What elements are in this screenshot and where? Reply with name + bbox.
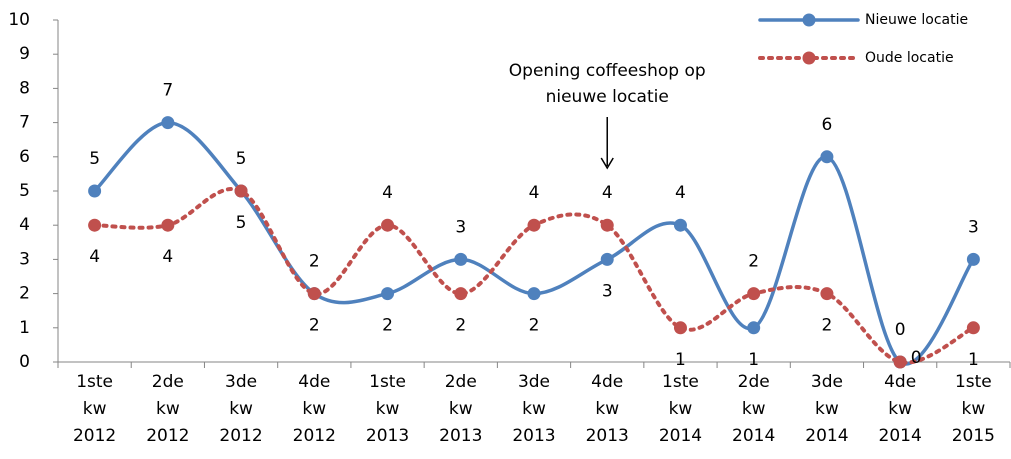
data-label: 2 [309,252,320,272]
series-line [92,187,976,365]
data-label: 4 [89,247,100,267]
x-tick-label: 4de kw 2013 [585,372,629,446]
x-tick-label: 4de kw 2014 [878,372,922,446]
legend-label: Nieuwe locatie [865,12,968,28]
data-label: 4 [602,183,613,203]
data-label: 6 [822,115,833,135]
point [381,287,395,301]
point [673,218,687,232]
point [454,252,468,266]
x-tick-label: 3de kw 2014 [805,372,849,446]
x-tick-label: 3de kw 2013 [512,372,556,446]
y-tick-label: 0 [19,352,30,372]
x-tick-label: 4de kw 2012 [292,372,336,446]
data-label: 4 [529,183,540,203]
data-label: 3 [968,217,979,237]
point [673,321,687,335]
legend-label: Oude locatie [865,50,954,66]
point [527,218,541,232]
x-tick-label: 3de kw 2012 [219,372,263,446]
data-label: 4 [382,183,393,203]
y-tick-label: 3 [19,249,30,269]
data-label: 7 [162,81,173,101]
x-tick-label: 1ste kw 2014 [658,372,703,446]
point [381,218,395,232]
y-tick-label: 9 [19,44,30,64]
data-label: 5 [236,149,247,169]
point [234,184,248,198]
data-label: 5 [236,213,247,233]
point [966,252,980,266]
x-tick-label: 1ste kw 2012 [72,372,117,446]
x-tick-label: 1ste kw 2013 [365,372,410,446]
y-tick-label: 7 [19,113,30,133]
data-label: 4 [162,247,173,267]
point [527,287,541,301]
data-label: 1 [968,350,979,370]
point [600,252,614,266]
data-label: 3 [602,281,613,301]
data-label: 2 [455,316,466,336]
y-tick-label: 10 [8,10,30,30]
point [820,287,834,301]
data-label: 1 [675,350,686,370]
x-tick-label: 2de kw 2013 [439,372,483,446]
y-tick-label: 8 [19,78,30,98]
legend-marker [802,51,816,65]
point [161,116,175,130]
point [820,150,834,164]
x-tick-label: 2de kw 2012 [146,372,190,446]
y-tick-label: 1 [19,318,30,338]
point [454,287,468,301]
data-label: 0 [895,320,906,340]
y-tick-label: 5 [19,181,30,201]
data-label: 5 [89,149,100,169]
data-label: 4 [675,183,686,203]
point [966,321,980,335]
x-tick-label: 1ste kw 2015 [951,372,995,446]
data-label: 2 [822,316,833,336]
y-tick-label: 4 [19,215,30,235]
point [88,218,102,232]
point [893,355,907,369]
data-label: 0 [911,348,922,368]
data-label: 2 [748,252,759,272]
data-label: 2 [309,316,320,336]
y-tick-label: 2 [19,284,30,304]
legend-marker [802,13,816,27]
point [307,287,321,301]
point [747,321,761,335]
point [161,218,175,232]
data-label: 1 [748,350,759,370]
point [747,287,761,301]
point [88,184,102,198]
data-label: 2 [382,316,393,336]
annotation-arrowhead [600,157,614,170]
x-tick-label: 2de kw 2014 [732,372,776,446]
data-label: 2 [529,316,540,336]
point [600,218,614,232]
data-label: 3 [455,217,466,237]
annotation: Opening coffeeshop op nieuwe locatie [508,61,706,107]
y-tick-label: 6 [19,147,30,167]
